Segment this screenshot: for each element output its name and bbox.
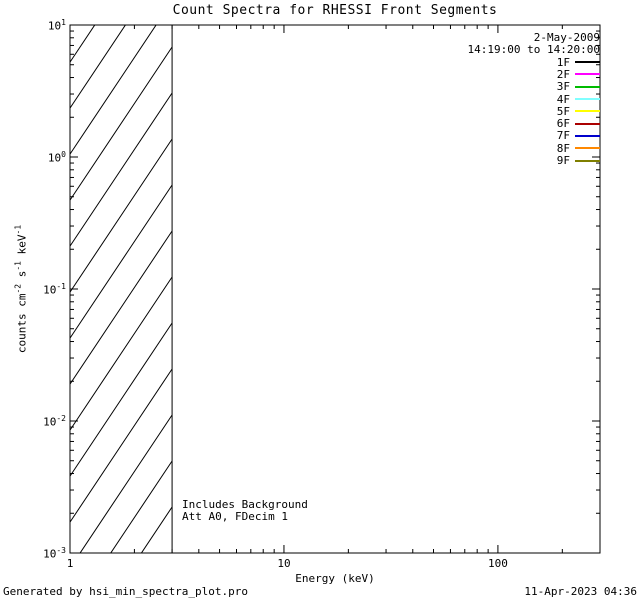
legend-color-line <box>575 73 600 76</box>
footer-datetime: 11-Apr-2023 04:36 <box>524 585 637 598</box>
legend-entry: 4F <box>557 93 600 105</box>
legend-label: 8F <box>556 141 570 155</box>
chart-title: Count Spectra for RHESSI Front Segments <box>172 3 498 18</box>
legend-color-line <box>575 85 600 88</box>
hatched-band <box>70 25 173 553</box>
x-tick-label: 1 <box>66 557 74 570</box>
annotation-attenuator-decim: Att A0, FDecim 1 <box>182 510 288 523</box>
legend-color-line <box>575 98 600 101</box>
legend-entry: 5F <box>557 105 600 117</box>
legend-date: 2-May-2009 <box>533 31 600 44</box>
footer-generated-by: Generated by hsi_min_spectra_plot.pro <box>3 585 249 598</box>
legend-entry: 6F <box>557 117 600 129</box>
legend-entry: 2F <box>557 68 600 80</box>
legend-entry: 1F <box>557 56 600 68</box>
legend-color-line <box>575 61 600 64</box>
legend: 1F 2F 3F 4F 5F 6F 7F 8F 9F <box>557 56 600 167</box>
y-tick-label: 100 <box>47 150 66 165</box>
legend-label: 1F <box>556 55 570 69</box>
y-tick-label: 101 <box>47 18 66 33</box>
plot-frame <box>69 24 601 554</box>
legend-label: 3F <box>556 80 570 94</box>
y-tick-label: 10-1 <box>43 282 66 297</box>
legend-label: 6F <box>556 117 570 131</box>
x-axis-label: Energy (keV) <box>295 572 375 585</box>
legend-label: 9F <box>556 154 570 168</box>
y-tick-label: 10-3 <box>43 546 66 561</box>
legend-color-line <box>575 159 600 162</box>
annotation-includes-background: Includes Background <box>182 498 308 511</box>
legend-color-line <box>575 134 600 137</box>
legend-label: 4F <box>556 92 570 106</box>
legend-label: 2F <box>556 67 570 81</box>
x-tick-label: 10 <box>277 557 291 570</box>
legend-label: 5F <box>556 104 570 118</box>
legend-color-line <box>575 110 600 113</box>
legend-color-line <box>575 122 600 125</box>
legend-entry: 3F <box>557 81 600 93</box>
legend-entry: 8F <box>557 142 600 154</box>
legend-label: 7F <box>556 129 570 143</box>
legend-entry: 7F <box>557 130 600 142</box>
legend-time-range: 14:19:00 to 14:20:00 <box>467 43 600 56</box>
x-tick-label: 100 <box>487 557 508 570</box>
y-tick-label: 10-2 <box>43 414 66 429</box>
legend-color-line <box>575 147 600 150</box>
legend-entry: 9F <box>557 154 600 166</box>
